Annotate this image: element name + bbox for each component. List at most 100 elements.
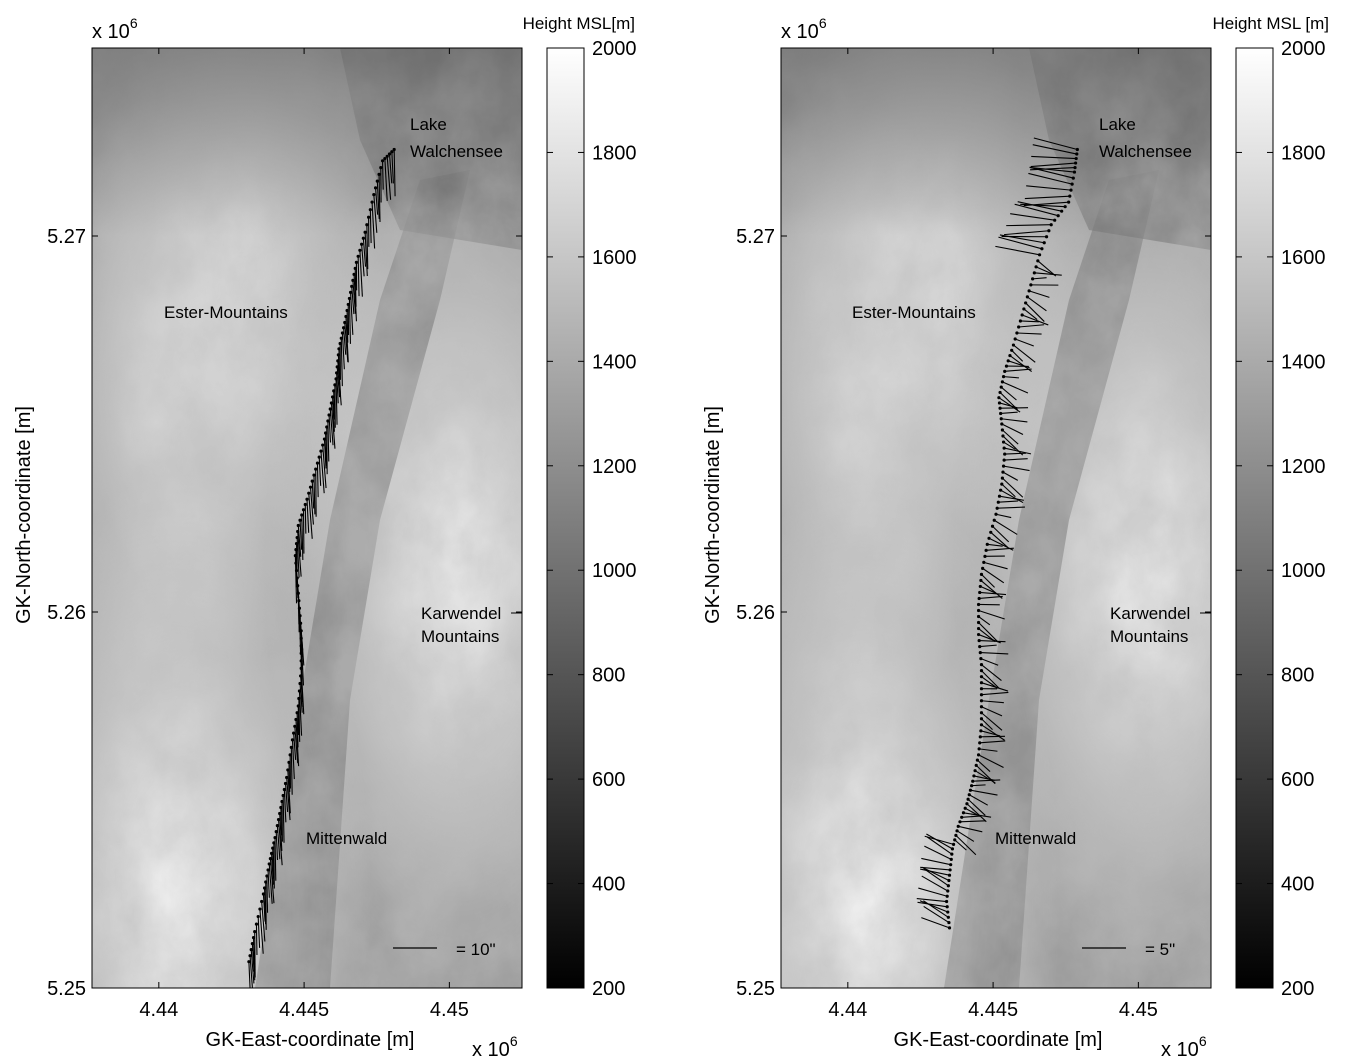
- left-annotation-ester: Ester-Mountains: [164, 303, 288, 322]
- right-wind-vector: [1004, 447, 1032, 455]
- left-wind-vector: [299, 683, 303, 713]
- right-track-point: [979, 723, 984, 727]
- right-wind-vector: [1001, 483, 1016, 498]
- right-track-point: [1003, 369, 1007, 373]
- left-track-point: [354, 260, 358, 264]
- right-wind-vector: [921, 875, 949, 892]
- left-wind-vector: [272, 848, 275, 879]
- right-wind-vector: [1031, 155, 1077, 160]
- left-track-point: [348, 290, 353, 294]
- right-track-point: [1073, 165, 1077, 170]
- right-wind-vector: [1006, 224, 1052, 227]
- left-track-point: [281, 793, 285, 798]
- left-track-point: [328, 407, 332, 411]
- right-track-point: [1032, 271, 1036, 275]
- right-colorbar-tick-label: 200: [1281, 978, 1314, 1000]
- right-wind-vector: [959, 820, 986, 823]
- right-wind-vector: [978, 754, 1004, 768]
- right-wind-vector: [1002, 471, 1019, 481]
- left-track-point: [372, 193, 376, 197]
- left-annotation-mountains: Mountains: [421, 627, 499, 646]
- right-track-point: [976, 632, 981, 637]
- right-track-point: [1070, 182, 1074, 186]
- right-colorbar: [1235, 47, 1274, 989]
- right-x-multiplier: x 106: [1161, 1033, 1207, 1061]
- left-scale-label: = 10": [456, 940, 496, 959]
- left-track-point: [266, 868, 270, 872]
- right-track-point: [946, 884, 950, 888]
- right-wind-vector: [1014, 203, 1059, 217]
- right-annotation-karwendel: Karwendel: [1110, 604, 1190, 623]
- left-wind-vector: [350, 292, 354, 335]
- right-track-point: [948, 868, 952, 872]
- right-wind-vector: [1018, 324, 1045, 328]
- left-track-point: [253, 930, 257, 934]
- right-track-point: [1075, 147, 1079, 152]
- left-colorbar-tick-label: 200: [592, 978, 625, 1000]
- left-track-point: [254, 922, 259, 926]
- right-wind-vector: [1004, 452, 1026, 455]
- right-track-point: [973, 769, 977, 773]
- left-wind-vector: [340, 338, 343, 387]
- right-track-point: [976, 614, 981, 619]
- right-track-point: [1001, 470, 1005, 474]
- right-wind-vector: [1003, 465, 1030, 472]
- right-track-point: [976, 626, 981, 631]
- left-track-point: [249, 948, 253, 952]
- right-track-point: [956, 824, 960, 828]
- right-track-point: [945, 894, 949, 898]
- right-wind-vector: [1030, 167, 1076, 171]
- left-track-point: [365, 223, 369, 227]
- left-track-point: [390, 150, 394, 154]
- left-wind-vector: [335, 378, 338, 425]
- right-wind-vector: [1032, 144, 1077, 155]
- right-colorbar-tick-label: 1600: [1281, 247, 1326, 269]
- right-wind-vector: [958, 825, 983, 833]
- right-track-point: [1013, 337, 1017, 341]
- right-track-point: [979, 572, 984, 577]
- right-track-point: [992, 518, 996, 522]
- right-track-point: [979, 729, 983, 733]
- left-wind-vector: [362, 238, 367, 267]
- left-wind-vectors: [247, 147, 396, 988]
- left-track-point: [256, 914, 260, 919]
- right-annotation-lake: Lake: [1099, 115, 1136, 134]
- right-track-point: [1074, 161, 1078, 165]
- right-wind-vector: [980, 658, 999, 666]
- right-colorbar-ticks: 200 400 600 800 1000 1200 1400 1600 1800 2000: [1236, 38, 1326, 1000]
- right-wind-vector: [1009, 355, 1032, 373]
- right-wind-vector: [917, 901, 948, 908]
- left-annotation-walchensee: Walchensee: [410, 142, 503, 161]
- left-track-point: [368, 208, 372, 212]
- right-annotation-mountains: Mountains: [1110, 627, 1188, 646]
- right-wind-vector: [1025, 302, 1045, 322]
- right-track-point: [1034, 265, 1038, 269]
- left-wind-vector: [371, 202, 376, 249]
- right-wind-vector: [921, 866, 950, 881]
- left-dem-background: [92, 48, 522, 988]
- left-wind-vector: [301, 514, 304, 560]
- right-annotation-mittenwald: Mittenwald: [995, 829, 1076, 848]
- left-wind-vector: [378, 174, 381, 223]
- left-colorbar-ticks: 200 400 600 800 1000 1200 1400 1600 1800 2000: [547, 38, 637, 1000]
- left-track-point: [363, 230, 367, 234]
- left-track-point: [285, 775, 289, 780]
- left-wind-vector: [280, 807, 283, 836]
- right-track-point: [977, 596, 981, 601]
- right-track-point: [999, 488, 1003, 492]
- left-wind-vector: [346, 310, 349, 343]
- right-x-tick-label: 4.44: [828, 999, 867, 1021]
- left-track-point: [379, 165, 383, 170]
- right-wind-vector: [980, 735, 1005, 738]
- right-wind-vector: [981, 664, 1002, 682]
- right-track-point: [960, 815, 964, 819]
- right-track-point: [984, 548, 988, 552]
- right-track-point: [1074, 156, 1078, 161]
- right-track-point: [995, 506, 999, 510]
- left-track-point: [260, 899, 264, 904]
- right-wind-vector: [970, 789, 998, 796]
- right-wind-vector: [981, 676, 998, 689]
- right-wind-vector: [1016, 332, 1042, 335]
- right-track-point: [947, 878, 951, 883]
